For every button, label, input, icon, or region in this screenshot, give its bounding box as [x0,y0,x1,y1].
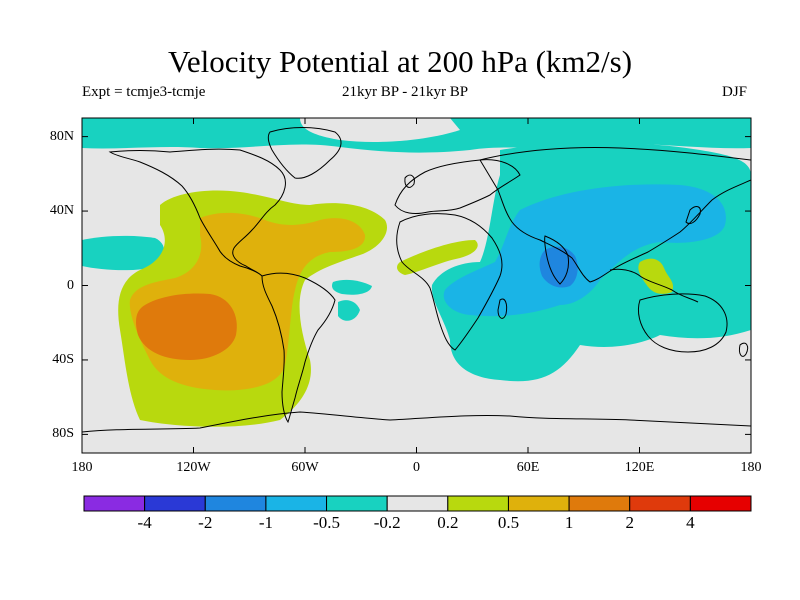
contour-neg05-asia [443,184,726,317]
experiment-label: Expt = tcmje3-tcmje [82,84,206,100]
period-label: 21kyr BP - 21kyr BP [342,84,469,100]
coast-africa [396,213,503,351]
colorbar-swatch [568,495,631,512]
colorbar-swatch [629,495,691,512]
chart-title: Velocity Potential at 200 hPa (km2/s) [167,44,633,79]
lat-tick-label: 80N [49,128,74,144]
season-label: DJF [722,84,748,100]
colorbar-level-label: 4 [686,513,695,532]
lon-tick-label: 120W [176,460,211,475]
colorbar-swatch [83,495,146,512]
colorbar-swatch [265,495,328,512]
lon-tick-label: 60E [516,460,540,475]
coast-asia [479,147,751,283]
lon-tick-label: 180 [71,460,93,475]
coast-madagascar [497,298,508,319]
colorbar-level-label: -1 [258,513,273,532]
contour-pos02-maritime [638,258,674,294]
lon-tick-label: 60W [291,460,319,475]
colorbar-swatch [689,495,752,512]
coast-japan [685,206,701,225]
contour-neg-pacific-small [82,235,165,271]
lat-tick-label: 0 [67,277,74,293]
coast-india [544,235,569,285]
colorbar-swatch [144,495,206,512]
colorbar-level-label: -4 [137,513,152,532]
colorbar-swatch [507,495,570,512]
lat-tick-label: 40S [52,351,74,367]
colorbar-level-label: -0.2 [373,513,401,532]
colorbar-level-label: -2 [198,513,213,532]
colorbar [83,495,752,512]
coast-australia [637,293,728,353]
colorbar-level-label: 0.2 [437,513,459,532]
colorbar-swatch [326,495,388,512]
colorbar-swatch [386,495,449,512]
contour-field [82,118,751,453]
contour-neg-north-atlantic [300,118,460,142]
coastlines [82,127,751,433]
colorbar-swatch [447,495,509,512]
contour-pos1-core [136,293,237,360]
contour-pos02-atlantic [397,240,478,275]
colorbar-level-label: -0.5 [313,513,340,532]
contour-neg-sa-patch-2 [338,300,360,321]
coast-europe [394,159,521,214]
coast-greenland [267,127,342,179]
colorbar-level-label: 2 [625,513,634,532]
colorbar-level-label: 0.5 [497,513,520,532]
lat-tick-label: 40N [49,203,74,219]
colorbar-level-label: 1 [564,513,574,532]
axis-ticks [81,118,752,453]
coast-britain [404,174,415,188]
coast-antarctica [82,411,751,433]
colorbar-swatch [204,495,267,512]
lon-tick-label: 0 [413,460,420,475]
lon-tick-label: 120E [624,460,655,475]
coast-north-america [108,148,286,277]
lat-tick-label: 80S [52,426,74,442]
coast-south-america [261,272,336,424]
contour-neg-sa-patch [332,279,372,295]
coast-maritime [609,268,699,303]
coast-newzealand [739,342,749,357]
lon-tick-label: 180 [740,460,762,475]
